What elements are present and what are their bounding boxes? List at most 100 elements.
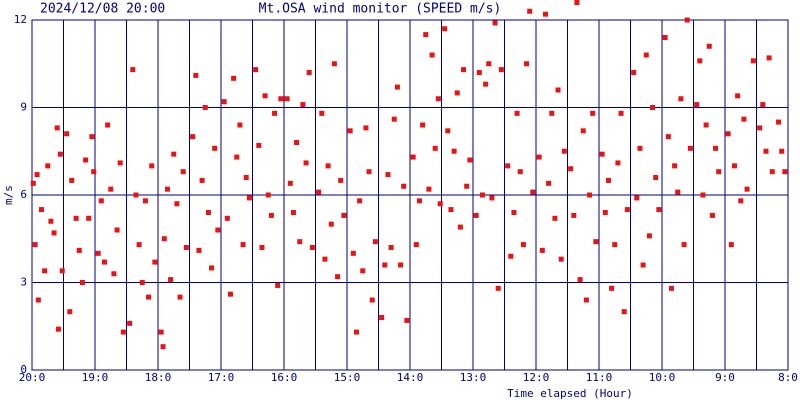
point (498, 67, 504, 73)
point (464, 183, 470, 189)
x-tick-label: 10:0 (649, 371, 676, 384)
point (476, 70, 482, 75)
point (530, 189, 536, 195)
point (338, 177, 344, 183)
point (539, 247, 545, 253)
point (423, 32, 429, 38)
point (79, 280, 85, 285)
point (278, 96, 284, 102)
point (391, 116, 397, 122)
point (709, 212, 715, 218)
point (76, 247, 82, 253)
point (86, 215, 92, 221)
point (656, 207, 662, 213)
point (672, 163, 678, 169)
point (637, 145, 643, 151)
point (369, 297, 375, 303)
point (83, 157, 89, 163)
x-tick-label: 18:0 (145, 371, 172, 384)
point (700, 192, 706, 198)
x-tick-label: 19:0 (82, 371, 109, 384)
point (158, 329, 164, 335)
point (413, 242, 419, 248)
point (479, 192, 485, 198)
point (98, 198, 104, 204)
point (48, 218, 54, 224)
point (253, 67, 259, 73)
chart-title: Mt.OSA wind monitor (SPEED m/s) (259, 2, 502, 17)
point (59, 268, 65, 274)
point (127, 320, 133, 326)
point (319, 110, 325, 116)
x-tick-label: 13:0 (460, 371, 487, 384)
point (492, 20, 498, 26)
point (735, 93, 741, 99)
point (580, 128, 586, 134)
point (259, 245, 265, 250)
y-tick-label: 0 (20, 363, 27, 376)
plot-border (31, 19, 789, 371)
point (89, 134, 95, 140)
point (240, 242, 246, 248)
point (325, 163, 331, 169)
point (473, 212, 479, 218)
point (520, 242, 526, 248)
point (662, 35, 668, 40)
point (114, 227, 120, 233)
point (750, 58, 756, 64)
point (224, 215, 230, 221)
point (615, 160, 621, 166)
point (763, 148, 769, 154)
point (237, 122, 243, 128)
point (231, 75, 237, 81)
point (448, 207, 454, 213)
point (401, 183, 407, 189)
point (527, 8, 533, 14)
point (268, 212, 274, 218)
point (681, 242, 687, 248)
point (149, 163, 155, 169)
point (382, 262, 388, 268)
point (398, 262, 404, 268)
point (32, 242, 38, 248)
x-tick-label: 8:0 (778, 371, 798, 384)
point (432, 145, 438, 151)
x-tick-label: 20:0 (19, 371, 46, 384)
point (675, 189, 681, 195)
point (388, 245, 394, 250)
point (64, 131, 70, 137)
point (363, 125, 369, 131)
point (73, 215, 79, 221)
point (618, 110, 624, 116)
point (284, 96, 290, 102)
point (631, 70, 637, 75)
point (341, 212, 347, 218)
point (294, 140, 300, 145)
point (769, 169, 775, 175)
point (429, 52, 435, 58)
point (54, 125, 60, 131)
point (451, 148, 457, 154)
point (287, 180, 293, 186)
point (38, 207, 44, 213)
point (30, 180, 36, 186)
point (69, 177, 75, 183)
point (728, 242, 734, 248)
point (420, 122, 426, 128)
point (416, 198, 422, 204)
point (577, 277, 583, 283)
point (205, 210, 211, 215)
y-tick-label: 3 (20, 276, 27, 289)
point (684, 17, 690, 23)
point (199, 177, 205, 183)
x-tick-label: 11:0 (586, 371, 613, 384)
point (234, 154, 240, 160)
point (505, 163, 511, 169)
point (549, 110, 555, 116)
point (738, 198, 744, 204)
point (360, 268, 366, 274)
point (703, 122, 709, 128)
point (489, 195, 495, 201)
point (177, 294, 183, 300)
point (587, 192, 593, 198)
